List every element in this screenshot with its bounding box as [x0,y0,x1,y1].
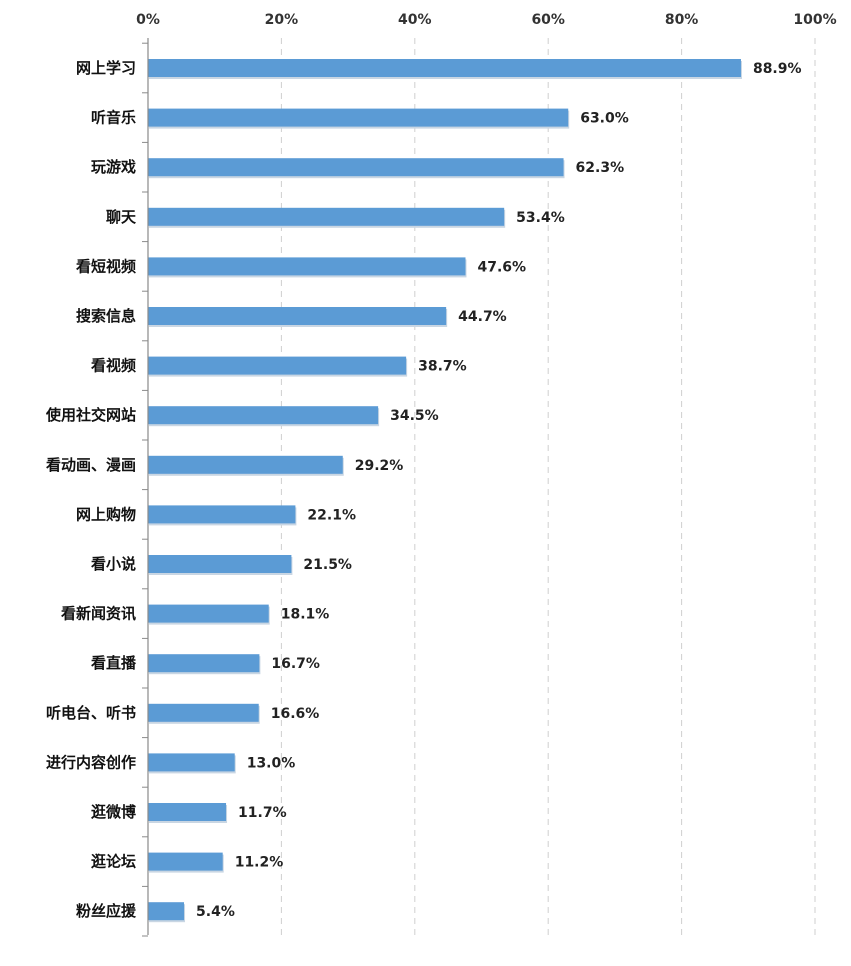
bar [148,852,223,871]
bar [148,555,292,573]
category-label: 看视频 [91,357,136,375]
category-label: 粉丝应援 [76,902,137,920]
x-tick-label: 40% [398,12,432,28]
category-label: 听电台、听书 [46,704,136,722]
x-axis-ticks: 0% 20% 40% 60% 80% 100% [136,12,837,28]
data-label: 34.5% [390,408,439,424]
labels: 网上学习 88.9% 听音乐 63.0% 玩游戏 62.3% 聊天 53.4% 看短视频 47.6… [45,59,802,920]
data-label: 38.7% [418,359,467,375]
data-label: 18.1% [281,607,330,623]
data-label: 53.4% [516,210,565,226]
x-tick-label: 100% [793,12,836,28]
bar [148,753,235,772]
category-label: 看小说 [91,555,136,573]
category-label: 看直播 [91,654,137,672]
category-label: 进行内容创作 [46,753,136,771]
data-label: 29.2% [355,458,404,474]
x-tick-label: 0% [136,12,160,28]
data-label: 11.7% [238,805,287,821]
bar [148,604,269,623]
data-label: 13.0% [247,755,296,771]
data-label: 88.9% [753,61,802,77]
data-label: 47.6% [477,259,526,275]
bar [148,406,379,425]
category-label: 逛微博 [91,803,136,821]
data-label: 16.7% [271,656,320,672]
data-label: 44.7% [458,309,507,325]
category-label: 看短视频 [76,257,136,275]
bar [148,257,466,276]
bar [148,654,260,673]
bar [148,59,741,77]
bar [148,703,259,722]
bar [148,455,343,474]
category-label: 聊天 [106,208,137,226]
bar [148,158,564,177]
data-label: 5.4% [196,904,235,920]
data-label: 21.5% [303,557,352,573]
bar [148,108,569,127]
bar [148,356,407,375]
category-label: 逛论坛 [91,853,136,871]
data-label: 63.0% [580,111,629,127]
y-axis [142,38,149,937]
bar [148,902,185,921]
bar [148,505,296,524]
category-label: 玩游戏 [91,158,136,176]
x-tick-label: 80% [665,12,699,28]
category-label: 使用社交网站 [45,406,136,424]
bar [148,803,227,821]
category-label: 看动画、漫画 [46,456,136,474]
category-label: 搜索信息 [76,307,136,325]
data-label: 62.3% [576,160,625,176]
x-tick-label: 60% [531,12,565,28]
data-label: 11.2% [235,855,284,871]
x-tick-label: 20% [265,12,299,28]
category-label: 网上学习 [76,59,136,77]
data-label: 22.1% [307,507,356,523]
data-label: 16.6% [271,706,320,722]
bar [148,307,447,325]
bar [148,207,505,226]
bars [148,59,742,923]
category-label: 网上购物 [76,505,136,523]
category-label: 听音乐 [91,109,136,127]
category-label: 看新闻资讯 [61,605,136,623]
